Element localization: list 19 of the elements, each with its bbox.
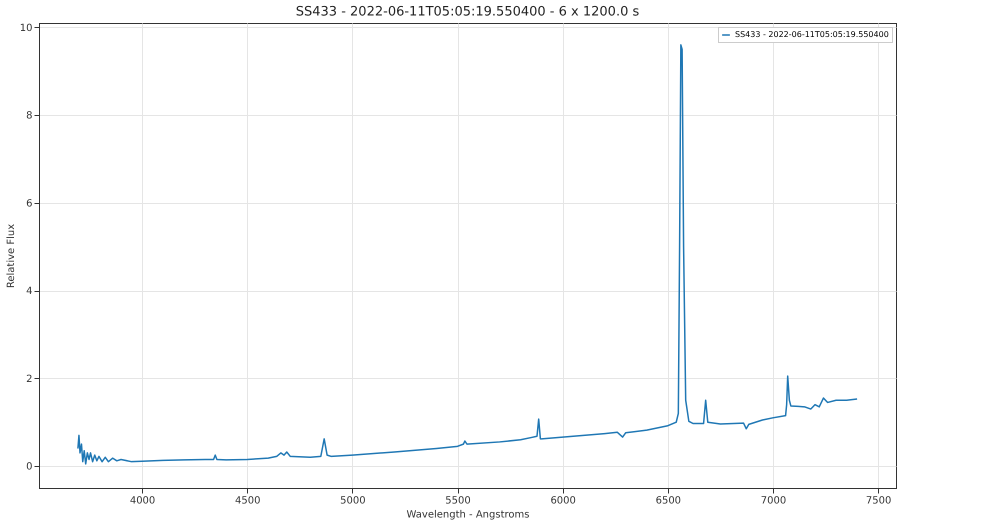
y-axis-title: Relative Flux xyxy=(6,224,17,288)
y-tick-label: 4 xyxy=(26,286,32,298)
x-tick-label: 7000 xyxy=(760,496,786,506)
x-tick-label: 6000 xyxy=(550,496,576,506)
legend-label: SS433 - 2022-06-11T05:05:19.550400 xyxy=(735,30,889,39)
x-axis-title: Wavelength - Angstroms xyxy=(406,510,530,520)
x-tick-label: 6500 xyxy=(656,496,682,506)
y-tick-label: 6 xyxy=(26,198,32,210)
y-tick-label: 8 xyxy=(26,110,32,122)
line-series xyxy=(77,44,858,465)
y-tick-label: 10 xyxy=(20,22,32,34)
y-tick-label: 0 xyxy=(26,462,32,473)
x-tick-label: 5500 xyxy=(445,496,471,506)
y-tick-label: 2 xyxy=(26,374,32,385)
chart-title: SS433 - 2022-06-11T05:05:19.550400 - 6 x 1200.0 s xyxy=(296,4,640,20)
x-tick-label: 4500 xyxy=(234,496,260,506)
x-tick-label: 4000 xyxy=(130,496,156,506)
x-tick-label: 5000 xyxy=(340,496,366,506)
x-tick-label: 7500 xyxy=(866,496,892,506)
